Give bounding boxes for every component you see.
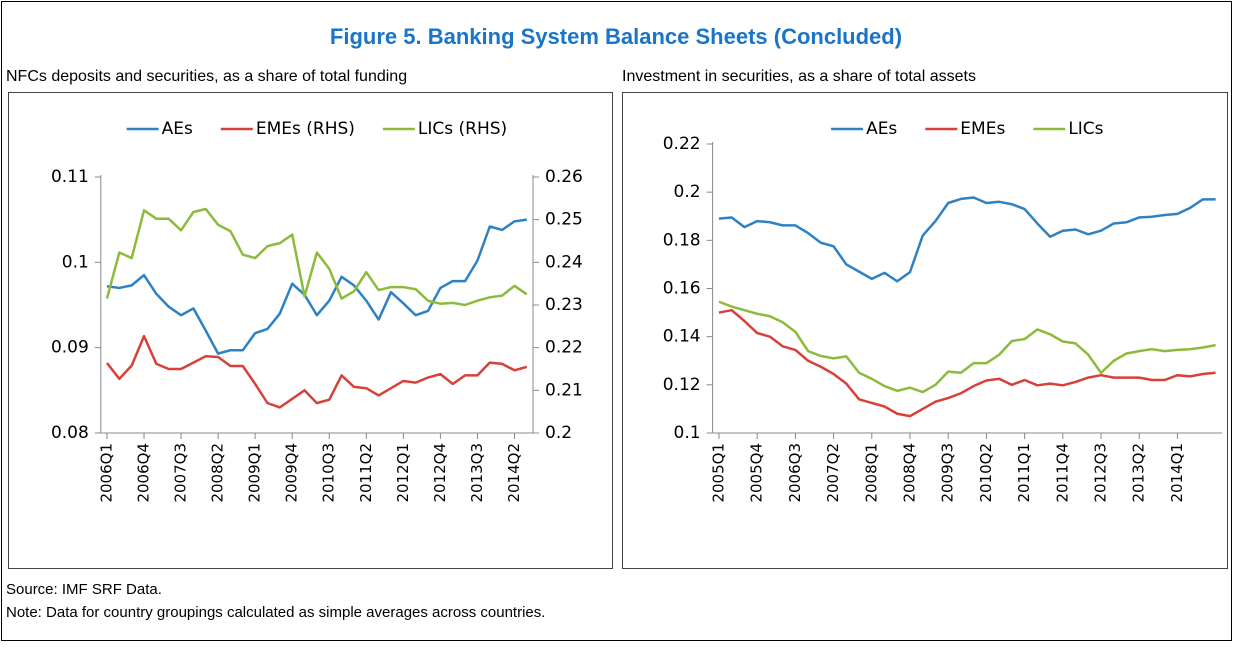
x-tick-label: 2014Q2 xyxy=(505,443,523,503)
y-tick-label: 0.1 xyxy=(62,252,89,272)
legend-item: EMEs xyxy=(925,119,1005,139)
series-line xyxy=(718,308,1216,418)
series-line xyxy=(105,334,528,409)
series-line xyxy=(106,218,528,355)
x-tick-label: 2009Q1 xyxy=(246,443,264,503)
y-tick-label: 0.2 xyxy=(674,182,701,202)
series-line xyxy=(105,207,528,307)
x-tick-label: 2012Q3 xyxy=(1092,443,1110,503)
x-tick-label: 2006Q3 xyxy=(786,443,804,503)
legend-label: LICs (RHS) xyxy=(418,119,507,139)
y-tick-label: 0.08 xyxy=(51,423,89,443)
x-tick-label: 2014Q1 xyxy=(1168,443,1186,503)
x-tick-label: 2009Q3 xyxy=(939,443,957,503)
x-tick-label: 2012Q4 xyxy=(431,443,449,503)
y-tick-label: 0.16 xyxy=(663,279,701,299)
y-tick-label: 0.14 xyxy=(663,327,701,347)
y2-tick-label: 0.24 xyxy=(545,252,583,272)
y-tick-label: 0.22 xyxy=(663,134,701,154)
y-tick-label: 0.1 xyxy=(674,423,701,443)
y-tick-label: 0.09 xyxy=(51,338,89,358)
source-note: Source: IMF SRF Data. xyxy=(6,581,162,598)
x-tick-label: 2005Q4 xyxy=(748,443,766,503)
legend-label: AEs xyxy=(162,119,193,139)
y2-tick-label: 0.22 xyxy=(545,338,583,358)
x-tick-label: 2006Q1 xyxy=(97,443,115,503)
x-tick-label: 2013Q2 xyxy=(1130,443,1148,503)
x-tick-label: 2011Q1 xyxy=(1015,443,1033,503)
figure-title: Figure 5. Banking System Balance Sheets … xyxy=(330,24,902,49)
x-tick-label: 2005Q1 xyxy=(709,443,727,503)
y2-tick-label: 0.25 xyxy=(545,210,583,230)
x-tick-label: 2012Q1 xyxy=(394,443,412,503)
y2-tick-label: 0.21 xyxy=(545,380,583,400)
x-tick-label: 2010Q2 xyxy=(977,443,995,503)
legend-item: EMEs (RHS) xyxy=(220,119,355,139)
legend-label: AEs xyxy=(866,119,897,139)
y-tick-label: 0.12 xyxy=(663,375,701,395)
series-line xyxy=(718,196,1216,283)
footnote: Note: Data for country groupings calcula… xyxy=(6,604,545,621)
series-line xyxy=(718,300,1216,394)
legend-label: EMEs (RHS) xyxy=(256,119,355,139)
y2-tick-label: 0.23 xyxy=(545,295,583,315)
x-tick-label: 2009Q4 xyxy=(283,443,301,503)
legend-item: AEs xyxy=(126,119,193,139)
x-tick-label: 2008Q1 xyxy=(862,443,880,503)
legend-label: LICs xyxy=(1068,119,1103,139)
y-tick-label: 0.11 xyxy=(51,167,89,187)
panel-border xyxy=(622,92,1228,569)
x-tick-label: 2008Q4 xyxy=(900,443,918,503)
x-tick-label: 2006Q4 xyxy=(135,443,153,503)
y2-tick-label: 0.2 xyxy=(545,423,572,443)
x-tick-label: 2008Q2 xyxy=(209,443,227,503)
legend-item: LICs xyxy=(1033,119,1104,139)
chart-subtitle: Investment in securities, as a share of … xyxy=(622,68,976,85)
x-tick-label: 2013Q3 xyxy=(468,443,486,503)
x-tick-label: 2011Q2 xyxy=(357,443,375,503)
chart-subtitle: NFCs deposits and securities, as a share… xyxy=(6,68,407,85)
y2-tick-label: 0.26 xyxy=(545,167,583,187)
y-tick-label: 0.18 xyxy=(663,230,701,250)
x-tick-label: 2007Q2 xyxy=(824,443,842,503)
x-tick-label: 2007Q3 xyxy=(172,443,190,503)
x-tick-label: 2010Q3 xyxy=(320,443,338,503)
panel-border xyxy=(8,92,613,569)
legend-item: AEs xyxy=(831,119,897,139)
x-tick-label: 2011Q4 xyxy=(1053,443,1071,503)
legend-item: LICs (RHS) xyxy=(382,119,507,139)
legend-label: EMEs xyxy=(960,119,1005,139)
